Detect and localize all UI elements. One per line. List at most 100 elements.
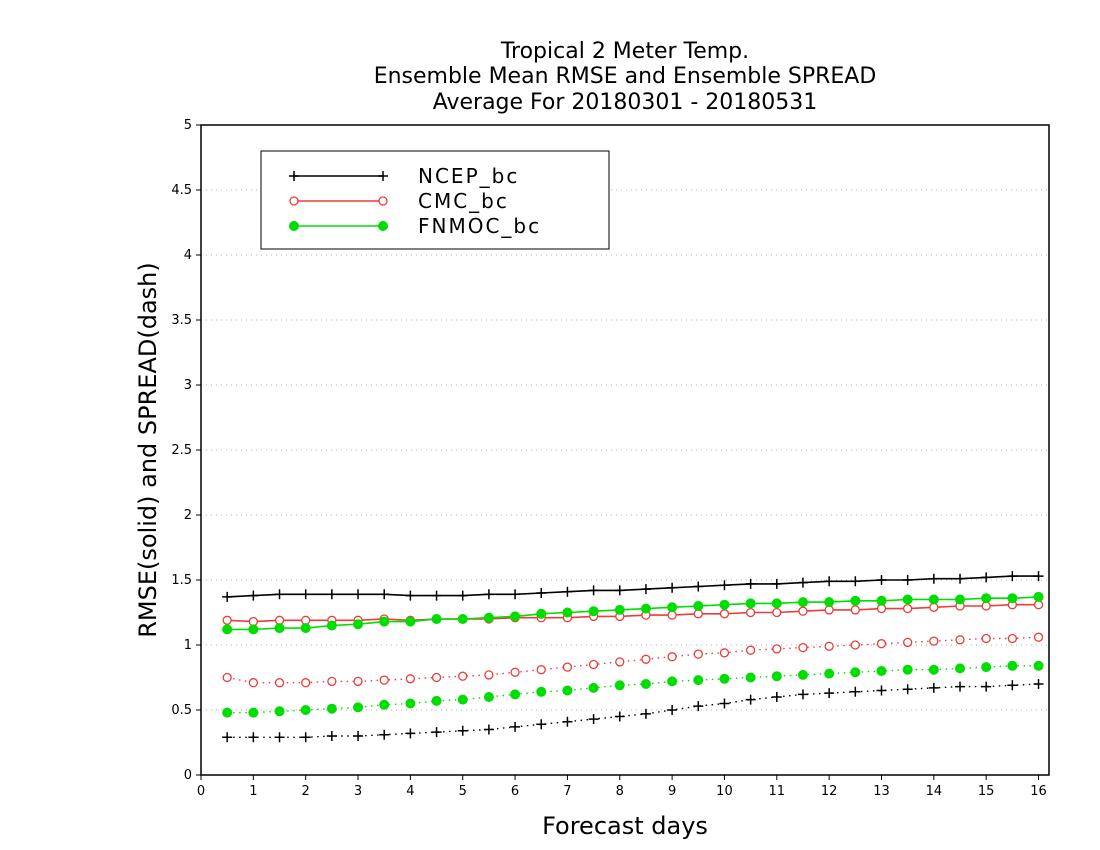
rmse-point-ncep-bc [614, 585, 625, 596]
y-tick-label: 3 [184, 378, 192, 393]
spread-point-fnmoc-bc [588, 682, 599, 693]
rmse-point-fnmoc-bc [955, 594, 966, 605]
rmse-point-fnmoc-bc [510, 611, 521, 622]
title-line-2: Ensemble Mean RMSE and Ensemble SPREAD [374, 64, 877, 89]
spread-point-fnmoc-bc [300, 705, 311, 715]
spread-point-fnmoc-bc [850, 667, 861, 678]
spread-point-fnmoc-bc [379, 699, 390, 710]
rmse-line-ncep-bc [227, 575, 1039, 598]
rmse-point-fnmoc-bc [588, 606, 599, 617]
spread-point-cmc-bc [562, 662, 573, 672]
spread-point-ncep-bc [222, 732, 233, 743]
rmse-point-fnmoc-bc [483, 612, 494, 623]
spread-point-cmc-bc [719, 648, 730, 658]
rmse-point-ncep-bc [640, 584, 651, 595]
y-axis-label: RMSE(solid) and SPREAD(dash) [134, 262, 162, 638]
legend-item-ncep-bc: NCEP_bc [289, 164, 517, 188]
spread-point-ncep-bc [300, 732, 311, 743]
rmse-point-ncep-bc [693, 581, 704, 592]
rmse-point-fnmoc-bc [824, 597, 835, 608]
x-tick-label: 1 [249, 784, 257, 799]
x-tick-label: 16 [1030, 784, 1047, 799]
y-tick-label: 0 [184, 768, 192, 783]
spread-point-ncep-bc [562, 716, 573, 727]
y-tick-label: 1 [184, 638, 192, 653]
rmse-point-ncep-bc [483, 589, 494, 600]
x-tick-label: 5 [459, 784, 467, 799]
y-axis: 0 0.5 1 1.5 2 2.5 3 3.5 4 4.5 5 [171, 118, 201, 783]
legend-box [260, 150, 610, 250]
x-tick-label: 0 [197, 784, 205, 799]
spread-point-fnmoc-bc [274, 706, 285, 717]
x-tick-label: 4 [406, 784, 414, 799]
spread-point-ncep-bc [510, 721, 521, 732]
spread-point-ncep-bc [379, 729, 390, 740]
spread-point-cmc-bc [693, 649, 703, 659]
x-tick-label: 3 [354, 784, 362, 799]
spread-point-fnmoc-bc [824, 668, 835, 679]
spread-point-cmc-bc [981, 633, 991, 644]
x-tick-label: 10 [716, 784, 733, 799]
spread-point-ncep-bc [981, 681, 992, 692]
rmse-point-ncep-bc [850, 576, 861, 587]
spread-point-fnmoc-bc [483, 692, 494, 702]
rmse-point-ncep-bc [353, 589, 364, 600]
rmse-point-fnmoc-bc [797, 597, 808, 608]
spread-point-ncep-bc [797, 689, 808, 700]
rmse-point-fnmoc-bc [326, 620, 337, 631]
rmse-point-fnmoc-bc [902, 594, 913, 605]
rmse-point-cmc-bc [222, 615, 232, 625]
rmse-point-ncep-bc [510, 589, 521, 600]
y-tick-label: 4.5 [171, 183, 192, 198]
rmse-point-fnmoc-bc [222, 624, 233, 635]
rmse-point-ncep-bc [457, 590, 468, 601]
spread-point-fnmoc-bc [457, 694, 468, 705]
rmse-point-ncep-bc [876, 575, 887, 585]
rmse-point-cmc-bc [798, 606, 808, 616]
rmse-line-cmc-bc [227, 603, 1039, 623]
spread-line-fnmoc-bc [227, 665, 1039, 714]
legend-marker-fnmoc-bc [289, 221, 299, 231]
rmse-point-cmc-bc [772, 607, 782, 618]
x-tick-label: 15 [978, 784, 995, 799]
spread-point-fnmoc-bc [510, 689, 521, 700]
x-tick-label: 8 [616, 784, 624, 799]
spread-point-fnmoc-bc [536, 686, 547, 697]
rmse-point-fnmoc-bc [457, 614, 468, 624]
legend-marker-cmc-bc [289, 196, 299, 206]
y-tick-label: 4 [184, 248, 192, 263]
series-ncep-bc [222, 571, 1044, 743]
y-tick-label: 3.5 [171, 313, 192, 328]
spread-point-cmc-bc [745, 645, 756, 655]
y-tick-label: 2.5 [171, 443, 192, 458]
spread-point-fnmoc-bc [797, 669, 808, 680]
spread-point-cmc-bc [327, 676, 337, 687]
rmse-point-fnmoc-bc [640, 603, 651, 614]
spread-point-cmc-bc [510, 667, 520, 677]
legend-item-cmc-bc: CMC_bc [289, 189, 509, 213]
spread-point-cmc-bc [301, 678, 311, 688]
rmse-point-fnmoc-bc [1007, 593, 1018, 604]
title-line-1: Tropical 2 Meter Temp. [500, 39, 749, 64]
spread-point-fnmoc-bc [562, 685, 573, 696]
rmse-point-ncep-bc [274, 589, 285, 600]
y-tick-label: 2 [184, 508, 192, 523]
rmse-point-fnmoc-bc [876, 595, 887, 606]
legend-label-cmc-bc: CMC_bc [418, 189, 509, 213]
series-layer [222, 571, 1044, 743]
rmse-point-ncep-bc [300, 589, 311, 600]
spread-point-ncep-bc [614, 711, 625, 722]
spread-point-cmc-bc [536, 665, 546, 675]
rmse-point-fnmoc-bc [562, 607, 573, 618]
series-fnmoc-bc [222, 591, 1044, 718]
x-tick-label: 13 [873, 784, 890, 799]
spread-point-cmc-bc [850, 640, 860, 650]
spread-point-cmc-bc [274, 678, 285, 688]
spread-line-ncep-bc [227, 683, 1039, 738]
spread-point-cmc-bc [405, 674, 416, 684]
x-axis-label: Forecast days [542, 812, 708, 840]
spread-point-ncep-bc [955, 681, 966, 692]
rmse-point-cmc-bc [719, 609, 730, 619]
rmse-point-fnmoc-bc [667, 602, 678, 613]
